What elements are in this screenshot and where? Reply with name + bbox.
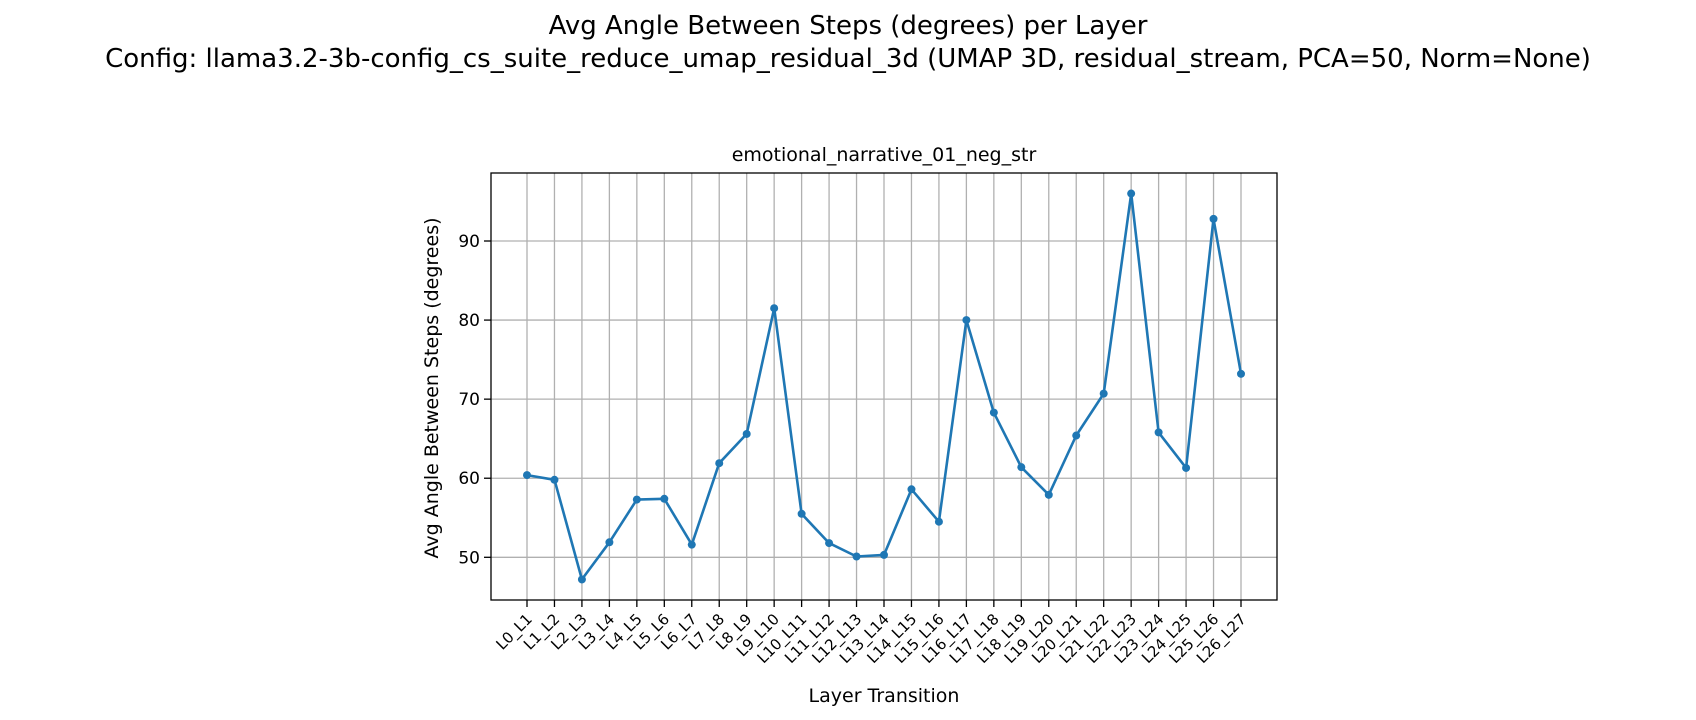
data-point xyxy=(742,429,751,438)
series-line-group xyxy=(523,189,1245,584)
data-point xyxy=(1044,490,1053,499)
data-point xyxy=(989,408,998,417)
data-point xyxy=(550,475,559,484)
data-point xyxy=(1237,369,1245,378)
data-point xyxy=(605,538,614,547)
data-point xyxy=(907,485,916,494)
data-point xyxy=(1182,463,1191,472)
data-point xyxy=(880,550,888,559)
y-tick-label: 70 xyxy=(458,390,480,410)
data-point xyxy=(1154,428,1163,437)
suptitle-line-1: Avg Angle Between Steps (degrees) per La… xyxy=(548,11,1148,41)
y-tick-label: 50 xyxy=(458,548,480,568)
x-axis-ticks: L0_L1L1_L2L2_L3L3_L4L4_L5L5_L6L6_L7L7_L8… xyxy=(492,600,1251,668)
y-tick-label: 90 xyxy=(458,232,480,252)
data-point xyxy=(577,575,586,584)
data-point xyxy=(660,494,669,503)
y-tick-label: 80 xyxy=(458,311,480,331)
suptitle-line-2: Config: llama3.2-3b-config_cs_suite_redu… xyxy=(105,44,1591,74)
y-axis-label: Avg Angle Between Steps (degrees) xyxy=(421,217,443,558)
grid-lines xyxy=(491,173,1277,600)
data-point xyxy=(1127,189,1136,198)
data-point xyxy=(632,495,641,504)
y-axis-ticks: 50 60 70 80 90 xyxy=(458,232,491,568)
data-point xyxy=(1099,389,1108,398)
data-point xyxy=(962,316,971,325)
data-point xyxy=(1017,463,1026,472)
data-point xyxy=(934,517,943,526)
y-tick-label: 60 xyxy=(458,469,480,489)
data-point xyxy=(797,509,806,518)
data-point xyxy=(687,540,696,549)
data-point xyxy=(1209,214,1218,223)
chart-title: emotional_narrative_01_neg_str xyxy=(732,144,1037,166)
x-axis-label: Layer Transition xyxy=(809,685,960,707)
data-point xyxy=(715,459,724,468)
data-point xyxy=(825,539,834,548)
data-point xyxy=(852,552,861,561)
figure-suptitle: Avg Angle Between Steps (degrees) per La… xyxy=(0,10,1696,76)
data-point xyxy=(1072,431,1081,440)
data-point xyxy=(770,304,779,313)
data-point xyxy=(523,471,531,480)
